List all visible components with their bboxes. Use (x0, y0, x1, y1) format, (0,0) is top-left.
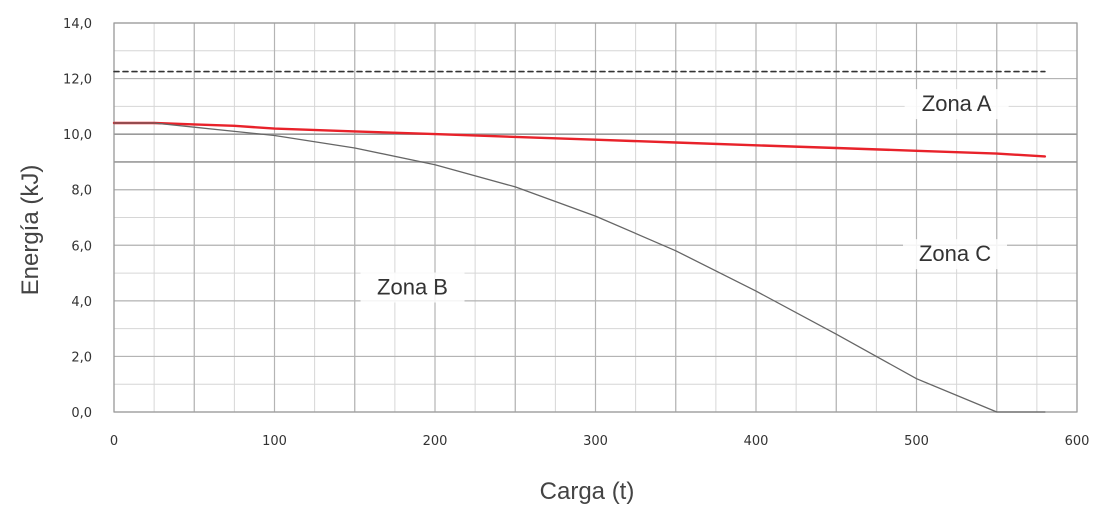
series-line-1 (112, 121, 1047, 158)
x-tick-label: 600 (1065, 434, 1090, 449)
y-tick-label: 2,0 (71, 350, 92, 365)
annotations: Zona A Zona B Zona C (360, 89, 1009, 303)
y-axis-title: Energía (kJ) (17, 165, 44, 296)
series-line-2 (113, 122, 1046, 413)
y-tick-label: 6,0 (71, 239, 92, 254)
zone-label: Zona A (922, 91, 992, 116)
y-tick-label: 12,0 (63, 73, 92, 88)
annotation-backing (903, 239, 1008, 270)
annotation-backing (904, 89, 1009, 120)
tick-labels: 0,0 2,0 4,0 6,0 8,0 10,0 12,0 14,0 0 100 200 300 400… (63, 17, 1089, 449)
y-tick-label: 14,0 (63, 17, 92, 32)
y-tick-label: 10,0 (63, 128, 92, 143)
x-tick-label: 500 (904, 434, 929, 449)
x-tick-label: 300 (583, 434, 608, 449)
major-gridlines (113, 22, 1078, 413)
zone-label: Zona C (919, 241, 991, 266)
y-tick-label: 0,0 (71, 406, 92, 421)
plot-frame (113, 22, 1078, 413)
x-tick-label: 0 (110, 434, 118, 449)
y-tick-label: 8,0 (71, 184, 92, 199)
x-tick-label: 200 (423, 434, 448, 449)
x-axis-title: Carga (t) (540, 478, 635, 505)
zone-label: Zona B (377, 275, 448, 300)
series-layer (112, 70, 1047, 413)
y-tick-label: 4,0 (71, 295, 92, 310)
x-tick-label: 400 (744, 434, 769, 449)
annotation-backing (360, 272, 465, 303)
x-tick-label: 100 (262, 434, 287, 449)
